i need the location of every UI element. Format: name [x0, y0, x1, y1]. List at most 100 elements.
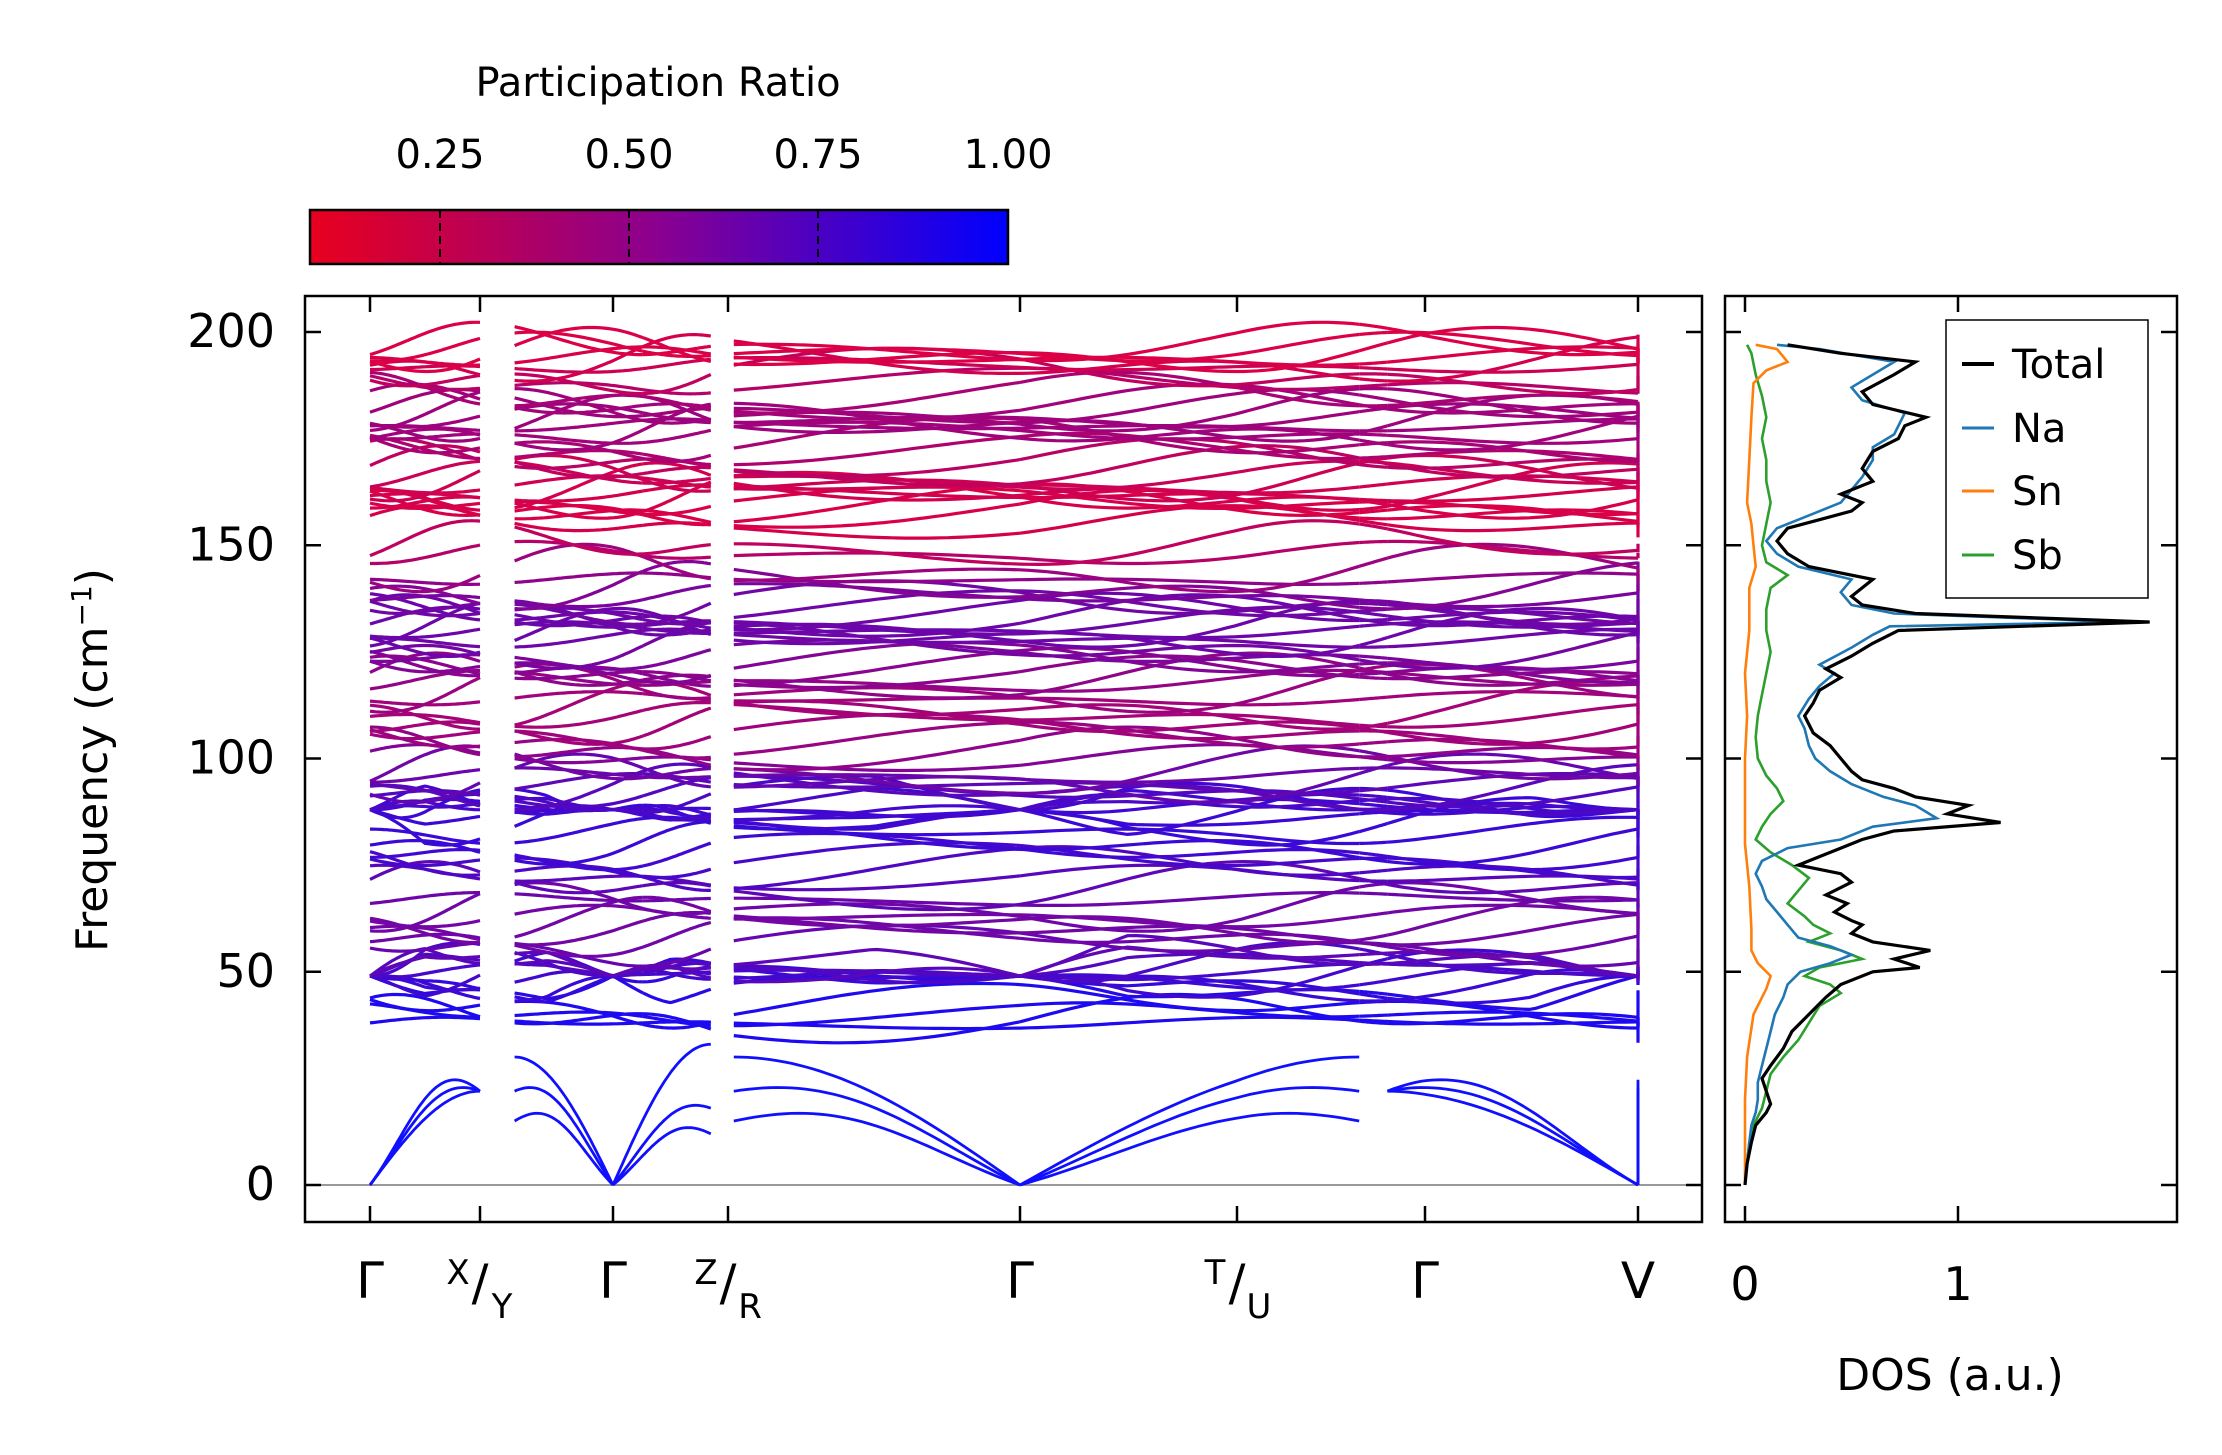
band-line [733, 542, 1021, 566]
band-line [642, 504, 712, 517]
band-line [1359, 383, 1388, 389]
band-line [733, 1020, 1021, 1045]
band-line [369, 720, 481, 733]
band-line [514, 950, 644, 978]
band-line [1358, 989, 1388, 996]
acoustic-band-line [1019, 1055, 1360, 1187]
band-line [642, 461, 712, 477]
band-line [369, 427, 481, 440]
band-line [1359, 618, 1388, 623]
acoustic-band-line [514, 1055, 615, 1186]
band-line [514, 372, 643, 396]
band-line [642, 701, 711, 712]
band-line [1387, 934, 1639, 958]
band-line [733, 670, 1021, 690]
band-line [642, 673, 712, 685]
band-line [1387, 500, 1639, 517]
band-line [1387, 539, 1639, 560]
band-line [1019, 593, 1360, 625]
k-point-label: Γ [356, 1252, 384, 1310]
band-line [514, 330, 644, 353]
band-line [1387, 722, 1639, 746]
band-line [514, 690, 644, 700]
band-line [642, 336, 712, 363]
band-line [642, 767, 711, 780]
band-line [370, 543, 481, 566]
band-line [1019, 743, 1360, 767]
dos-x-axis-label: DOS (a.u.) [1836, 1350, 2064, 1401]
band-line [1387, 827, 1639, 866]
band-line [1019, 577, 1360, 586]
band-line [514, 766, 644, 779]
band-line [1358, 322, 1388, 330]
legend-frame [1945, 319, 2149, 599]
band-line [1387, 402, 1638, 415]
acoustic-band-line [733, 1055, 1021, 1187]
acoustic-band-line [1019, 1086, 1360, 1187]
band-line [1387, 362, 1639, 374]
band-line [369, 784, 481, 812]
band-line [1387, 755, 1638, 765]
band-line [1358, 793, 1388, 799]
acoustic-band-line [1387, 1086, 1639, 1187]
band-line [369, 659, 481, 674]
band-line [369, 336, 481, 363]
band-line [733, 678, 1021, 700]
band-line [370, 827, 481, 845]
band-line [1387, 393, 1639, 407]
k-point-slash: / [1229, 1254, 1246, 1312]
band-line [1359, 879, 1388, 883]
band-line [1019, 589, 1360, 618]
band-line [1019, 962, 1360, 982]
band-line [733, 912, 1021, 921]
band-line [514, 670, 643, 687]
band-line [1358, 675, 1388, 681]
band-line [1387, 631, 1639, 670]
band-line [514, 428, 644, 452]
k-point-label: Γ [599, 1252, 627, 1310]
dos-series-sn [1743, 343, 1790, 1185]
band-line [369, 374, 481, 391]
band-line [1387, 381, 1639, 395]
band-line [1387, 892, 1639, 903]
band-line [369, 357, 481, 374]
band-line [514, 756, 644, 765]
band-line [1019, 766, 1360, 784]
band-line [369, 444, 481, 467]
k-point-label-sub: Y [491, 1287, 513, 1327]
band-line [1359, 1013, 1388, 1018]
band-line [1387, 433, 1639, 445]
band-line [733, 720, 1021, 756]
band-line [1019, 564, 1360, 594]
acoustic-band-line [368, 1086, 481, 1186]
band-line [1358, 622, 1388, 628]
band-line [369, 435, 481, 455]
legend-label-sn: Sn [2012, 469, 2063, 515]
band-line [1019, 964, 1360, 999]
band-line [733, 621, 1021, 638]
band-line [514, 393, 644, 408]
band-line [1358, 740, 1388, 746]
band-line [642, 792, 712, 815]
band-line [514, 950, 644, 978]
band-line [642, 601, 712, 626]
band-line [369, 519, 481, 558]
band-line [1359, 580, 1388, 585]
band-line [1387, 449, 1639, 461]
colorbar-tick-label-2: 0.50 [584, 132, 673, 178]
band-line [369, 1015, 481, 1025]
band-line [1387, 561, 1639, 611]
band-line [514, 615, 644, 628]
band-line [642, 477, 711, 485]
band-line [1019, 718, 1360, 741]
band-line [1019, 459, 1360, 491]
band-line [1358, 786, 1388, 793]
band-line [1358, 992, 1388, 1000]
band-line [1387, 414, 1639, 452]
band-line [514, 598, 644, 609]
band-line [733, 406, 1020, 425]
band-line [733, 896, 1021, 907]
